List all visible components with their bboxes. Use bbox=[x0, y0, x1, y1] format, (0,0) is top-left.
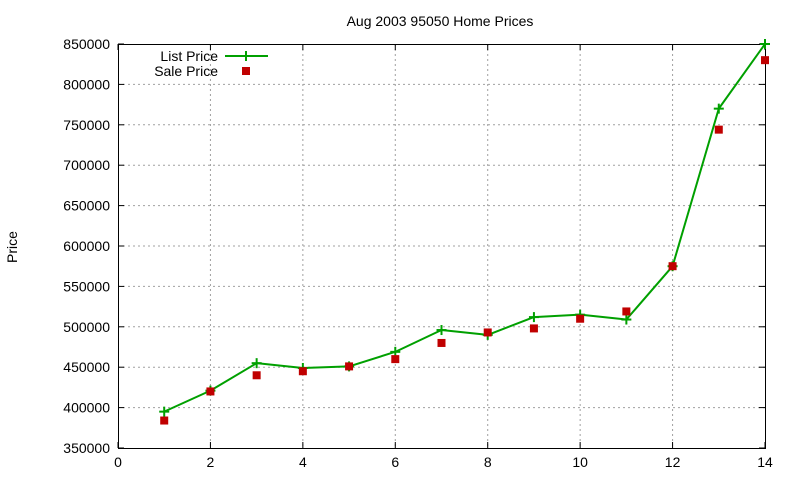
point-sale-price bbox=[668, 262, 677, 271]
series-layer bbox=[159, 39, 770, 425]
y-tick-label: 400000 bbox=[63, 400, 110, 416]
y-tick-label: 850000 bbox=[63, 36, 110, 52]
point-list-price bbox=[713, 103, 724, 114]
y-tick-label: 700000 bbox=[63, 157, 110, 173]
x-tick-label: 0 bbox=[114, 454, 122, 470]
x-tick-label: 10 bbox=[572, 454, 588, 470]
legend-marker-list-price bbox=[241, 51, 251, 61]
series-sale-price bbox=[160, 56, 769, 425]
y-tick-label: 600000 bbox=[63, 238, 110, 254]
y-tick-label: 800000 bbox=[63, 76, 110, 92]
x-tick-label: 14 bbox=[757, 454, 773, 470]
y-tick-label: 650000 bbox=[63, 198, 110, 214]
point-sale-price bbox=[714, 125, 723, 134]
point-sale-price bbox=[761, 56, 769, 65]
point-list-price bbox=[621, 314, 632, 325]
point-sale-price bbox=[345, 362, 354, 371]
y-tick-label: 450000 bbox=[63, 359, 110, 375]
x-tick-label: 2 bbox=[207, 454, 215, 470]
point-sale-price bbox=[206, 387, 215, 396]
point-list-price bbox=[159, 406, 170, 417]
x-tick-label: 6 bbox=[391, 454, 399, 470]
x-tick-label: 8 bbox=[484, 454, 492, 470]
point-sale-price bbox=[252, 371, 261, 380]
point-list-price bbox=[760, 39, 770, 49]
legend: List Price Sale Price bbox=[154, 48, 268, 79]
legend-marker-sale-price bbox=[242, 67, 250, 75]
point-sale-price bbox=[298, 367, 307, 376]
series-line-list-price bbox=[163, 43, 766, 413]
x-tick-label: 4 bbox=[299, 454, 307, 470]
y-tick-label: 750000 bbox=[63, 117, 110, 133]
y-axis-label: Price bbox=[4, 231, 20, 263]
legend-label-sale-price: Sale Price bbox=[154, 63, 218, 79]
chart-title: Aug 2003 95050 Home Prices bbox=[347, 13, 534, 29]
point-list-price bbox=[251, 358, 262, 369]
point-sale-price bbox=[160, 416, 169, 425]
y-tick-label: 350000 bbox=[63, 440, 110, 456]
point-list-price bbox=[436, 325, 447, 336]
point-sale-price bbox=[437, 338, 446, 347]
series-list-price bbox=[159, 39, 770, 417]
grid-lines bbox=[118, 44, 765, 448]
y-tick-label: 550000 bbox=[63, 278, 110, 294]
y-tick-label: 500000 bbox=[63, 319, 110, 335]
axis-ticks: 0 2 4 6 8 10 12 14 350000 400000 450000 500000 55000… bbox=[63, 36, 773, 470]
point-sale-price bbox=[529, 324, 538, 333]
point-sale-price bbox=[622, 307, 631, 316]
legend-label-list-price: List Price bbox=[160, 48, 218, 64]
point-sale-price bbox=[391, 355, 400, 364]
x-tick-label: 12 bbox=[665, 454, 681, 470]
point-sale-price bbox=[576, 314, 585, 323]
point-sale-price bbox=[483, 328, 492, 337]
point-list-price bbox=[528, 312, 539, 323]
